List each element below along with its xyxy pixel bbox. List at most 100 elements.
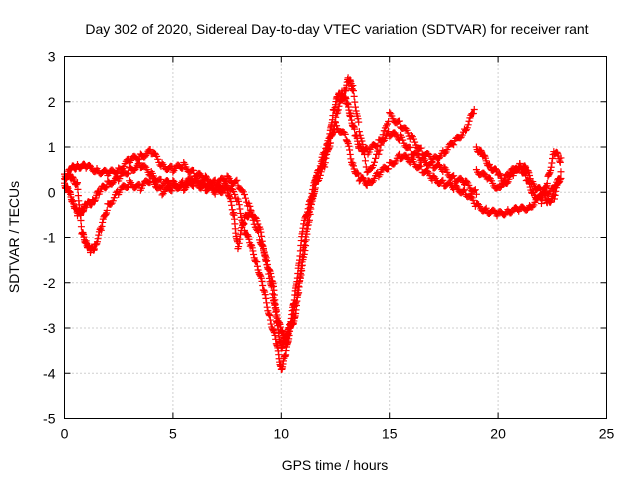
data-point <box>109 197 117 205</box>
x-tick-label: 15 <box>382 426 398 442</box>
data-point <box>87 201 95 209</box>
data-point <box>327 132 335 140</box>
data-point <box>240 190 248 198</box>
data-point <box>189 167 197 175</box>
data-point <box>292 297 300 305</box>
data-point <box>345 142 353 150</box>
data-point <box>346 146 354 154</box>
series-track-c <box>61 119 565 373</box>
y-tick-label: 0 <box>48 184 56 200</box>
x-tick-label: 5 <box>169 426 177 442</box>
data-point <box>211 186 219 194</box>
data-point <box>97 226 105 234</box>
data-point <box>457 175 465 183</box>
data-point <box>242 194 250 202</box>
data-point <box>250 251 258 259</box>
data-point <box>247 241 255 249</box>
data-point <box>363 181 371 189</box>
data-point <box>256 225 264 233</box>
data-point <box>263 299 271 307</box>
data-point <box>257 274 265 282</box>
data-point <box>399 136 407 144</box>
data-point <box>547 167 555 175</box>
data-point <box>361 157 369 165</box>
data-point <box>556 175 564 183</box>
data-point <box>123 184 131 192</box>
x-tick-label: 0 <box>61 426 69 442</box>
data-point <box>189 178 197 186</box>
data-point <box>407 131 415 139</box>
data-point <box>249 247 257 255</box>
data-point <box>321 149 329 157</box>
data-point <box>351 103 359 111</box>
data-point <box>322 154 330 162</box>
data-point <box>355 118 363 126</box>
data-point <box>245 235 253 243</box>
data-point <box>500 177 508 185</box>
data-point <box>360 145 368 153</box>
data-point <box>354 115 362 123</box>
data-point <box>222 178 230 186</box>
data-point <box>157 176 165 184</box>
y-tick-label: -2 <box>43 275 56 291</box>
data-point <box>407 154 415 162</box>
y-tick-label: -5 <box>43 411 56 427</box>
data-point <box>292 299 300 307</box>
data-point <box>298 261 306 269</box>
data-point <box>69 173 77 181</box>
data-point <box>463 177 471 185</box>
data-point <box>124 169 132 177</box>
data-point <box>110 194 118 202</box>
data-point <box>231 190 239 198</box>
data-point <box>303 230 311 238</box>
data-point <box>375 150 383 158</box>
data-point <box>232 177 240 185</box>
data-point <box>95 231 103 239</box>
data-point <box>235 201 243 209</box>
data-point <box>536 184 544 192</box>
data-point <box>450 141 458 149</box>
data-point <box>230 188 238 196</box>
data-point <box>385 128 393 136</box>
data-point <box>229 210 237 218</box>
data-point <box>469 110 477 118</box>
data-point <box>410 135 418 143</box>
data-point <box>315 169 323 177</box>
data-point <box>332 119 339 127</box>
y-tick-label: 1 <box>48 139 56 155</box>
data-point <box>296 274 304 282</box>
data-point <box>196 170 204 178</box>
data-point <box>240 220 248 228</box>
data-point <box>301 247 309 255</box>
data-point <box>200 176 208 184</box>
data-point <box>134 160 142 168</box>
data-point <box>349 82 357 90</box>
data-point <box>146 178 154 186</box>
x-tick-label: 10 <box>274 426 290 442</box>
data-point <box>369 161 377 169</box>
data-point <box>260 286 268 294</box>
data-point <box>288 318 296 326</box>
data-point <box>302 236 310 244</box>
data-point <box>557 168 565 176</box>
data-point <box>322 145 330 153</box>
data-point <box>258 277 266 285</box>
data-point <box>351 125 359 133</box>
data-point <box>450 172 458 180</box>
data-point <box>148 174 156 182</box>
data-point <box>156 183 164 191</box>
data-point <box>547 163 555 171</box>
data-point <box>480 169 488 177</box>
y-tick-label: 2 <box>48 94 56 110</box>
data-point <box>141 153 149 161</box>
data-point <box>267 269 275 277</box>
data-point <box>228 201 236 209</box>
data-point <box>379 131 387 139</box>
data-point <box>333 122 341 130</box>
data-point <box>146 145 154 153</box>
series-track-b <box>61 74 478 342</box>
data-point <box>257 228 265 236</box>
data-point <box>261 252 269 260</box>
data-point <box>347 155 355 163</box>
